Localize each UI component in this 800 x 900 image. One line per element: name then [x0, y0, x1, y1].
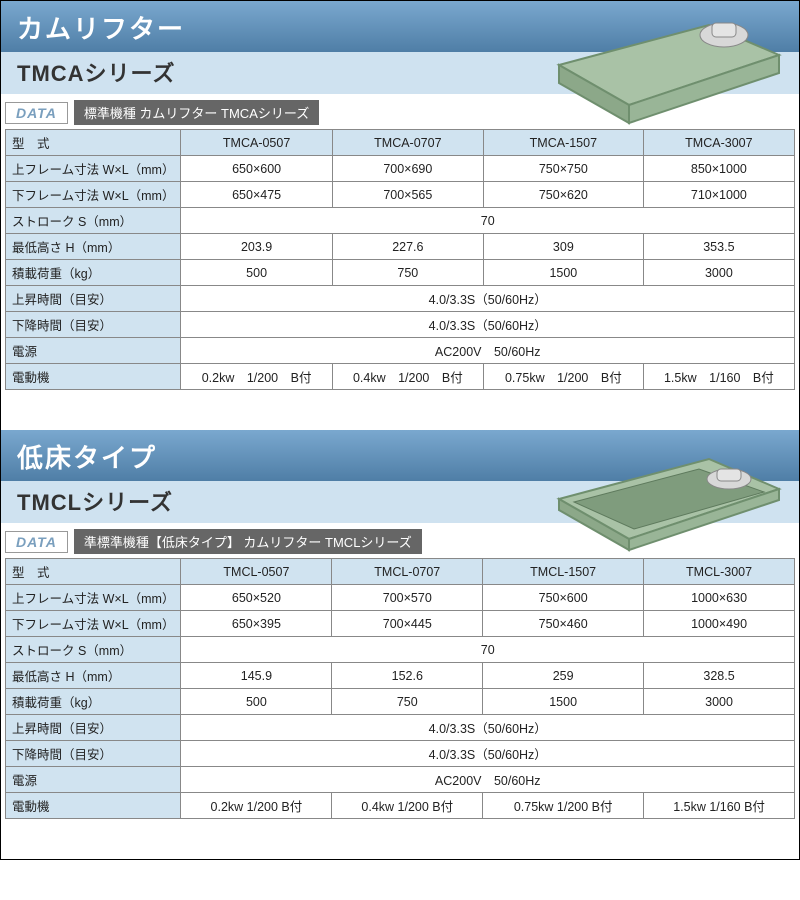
table-row: 下降時間（目安） 4.0/3.3S（50/60Hz）	[6, 312, 795, 338]
section-tmcl: 低床タイプ TMCLシリーズ DATA 準標準機種【低床タイプ】 カムリフター …	[1, 430, 799, 819]
table-row: 上昇時間（目安） 4.0/3.3S（50/60Hz）	[6, 715, 795, 741]
table-row: 積載荷重（kg） 500 750 1500 3000	[6, 260, 795, 286]
table-row: 電源 AC200V 50/60Hz	[6, 767, 795, 793]
data-label: DATA	[5, 102, 68, 124]
table-row: 電動機 0.2kw 1/200 B付 0.4kw 1/200 B付 0.75kw…	[6, 364, 795, 390]
product-image	[529, 424, 789, 564]
table-row: 最低高さ H（mm） 145.9 152.6 259 328.5	[6, 663, 795, 689]
table-row: 下降時間（目安） 4.0/3.3S（50/60Hz）	[6, 741, 795, 767]
table-row: 上フレーム寸法 W×L（mm） 650×520 700×570 750×600 …	[6, 585, 795, 611]
col: TMCA-0507	[181, 130, 332, 156]
machine-icon	[529, 0, 789, 135]
table-row: ストローク S（mm） 70	[6, 208, 795, 234]
spec-table-tmcl: 型 式 TMCL-0507 TMCL-0707 TMCL-1507 TMCL-3…	[5, 558, 795, 819]
machine-icon	[529, 424, 789, 564]
table-row: 電源 AC200V 50/60Hz	[6, 338, 795, 364]
spec-table-tmca: 型 式 TMCA-0507 TMCA-0707 TMCA-1507 TMCA-3…	[5, 129, 795, 390]
table-row: 電動機 0.2kw 1/200 B付 0.4kw 1/200 B付 0.75kw…	[6, 793, 795, 819]
section-tmca: カムリフター TMCAシリーズ DATA 標準機種 カムリフター TMCAシリー…	[1, 1, 799, 390]
table-row: 下フレーム寸法 W×L（mm） 650×475 700×565 750×620 …	[6, 182, 795, 208]
table-row: 積載荷重（kg） 500 750 1500 3000	[6, 689, 795, 715]
table-row: 下フレーム寸法 W×L（mm） 650×395 700×445 750×460 …	[6, 611, 795, 637]
col: TMCA-0707	[332, 130, 483, 156]
table-row: ストローク S（mm） 70	[6, 637, 795, 663]
data-caption: 準標準機種【低床タイプ】 カムリフター TMCLシリーズ	[74, 529, 422, 554]
col: TMCL-0507	[181, 559, 332, 585]
table-row: 上フレーム寸法 W×L（mm） 650×600 700×690 750×750 …	[6, 156, 795, 182]
data-caption: 標準機種 カムリフター TMCAシリーズ	[74, 100, 319, 125]
col: TMCL-0707	[332, 559, 483, 585]
table-row: 最低高さ H（mm） 203.9 227.6 309 353.5	[6, 234, 795, 260]
data-label: DATA	[5, 531, 68, 553]
col-model: 型 式	[6, 559, 181, 585]
col-model: 型 式	[6, 130, 181, 156]
product-image	[529, 0, 789, 135]
table-row: 上昇時間（目安） 4.0/3.3S（50/60Hz）	[6, 286, 795, 312]
